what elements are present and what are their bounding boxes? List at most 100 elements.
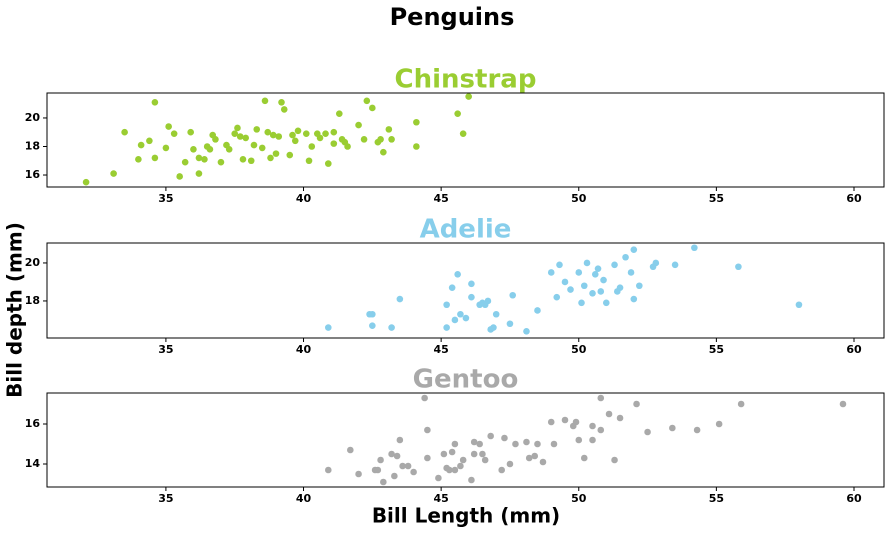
point xyxy=(652,259,660,267)
x-tick-label: 55 xyxy=(709,343,724,356)
point xyxy=(170,130,178,137)
point xyxy=(234,124,241,132)
point xyxy=(490,324,497,331)
point xyxy=(561,278,569,286)
point xyxy=(151,98,159,106)
point xyxy=(377,136,384,143)
point xyxy=(336,110,343,117)
point xyxy=(212,136,219,143)
point xyxy=(839,400,847,408)
point xyxy=(525,454,533,462)
point xyxy=(479,450,486,458)
point xyxy=(324,160,332,167)
point xyxy=(391,472,398,480)
point xyxy=(459,130,467,137)
point xyxy=(190,146,197,153)
point xyxy=(344,143,351,150)
point xyxy=(410,468,417,476)
point xyxy=(201,156,208,163)
point xyxy=(195,154,203,162)
point xyxy=(481,456,489,464)
point xyxy=(487,432,494,440)
point xyxy=(347,446,354,454)
point xyxy=(468,293,475,301)
x-tick-label: 45 xyxy=(433,492,448,505)
point xyxy=(385,126,393,133)
point xyxy=(146,137,153,145)
point xyxy=(468,280,475,288)
point xyxy=(616,284,624,291)
point xyxy=(267,154,274,162)
point xyxy=(239,156,247,163)
plot-frame xyxy=(46,242,885,339)
point xyxy=(231,130,239,137)
point xyxy=(258,144,266,152)
point xyxy=(644,428,651,436)
point xyxy=(388,450,395,458)
point xyxy=(181,158,189,166)
point xyxy=(413,143,420,150)
point xyxy=(135,156,142,163)
point xyxy=(465,93,472,100)
point xyxy=(275,133,283,140)
point xyxy=(589,436,596,444)
plot-frame xyxy=(46,392,885,488)
point xyxy=(388,324,395,331)
y-tick-label: 14 xyxy=(25,457,41,470)
point xyxy=(137,141,145,149)
point xyxy=(627,269,635,276)
point xyxy=(399,462,406,470)
point xyxy=(289,131,296,139)
point xyxy=(547,269,555,276)
point xyxy=(512,440,519,448)
point xyxy=(600,276,607,284)
point xyxy=(413,118,420,126)
point xyxy=(531,452,539,460)
x-tick-label: 35 xyxy=(158,343,173,356)
point xyxy=(363,97,371,105)
point xyxy=(451,440,459,448)
x-tick-label: 50 xyxy=(571,492,587,505)
point xyxy=(253,126,261,133)
point xyxy=(594,265,602,272)
point xyxy=(457,310,464,318)
point xyxy=(580,282,588,290)
point xyxy=(446,466,453,474)
point xyxy=(388,136,395,143)
point xyxy=(506,460,514,468)
point xyxy=(630,295,638,303)
point xyxy=(492,310,500,318)
point xyxy=(583,259,591,267)
point xyxy=(324,324,332,331)
x-tick-label: 55 xyxy=(709,492,724,505)
point xyxy=(506,320,514,328)
point xyxy=(539,458,547,466)
point xyxy=(630,246,638,253)
point xyxy=(523,328,530,335)
subplot-title: Chinstrap xyxy=(395,65,537,95)
point xyxy=(633,400,640,408)
point xyxy=(602,299,610,307)
point xyxy=(121,128,128,136)
x-tick-label: 60 xyxy=(846,343,862,356)
y-tick-label: 18 xyxy=(25,294,40,307)
point xyxy=(305,157,313,165)
y-tick-label: 20 xyxy=(25,256,41,269)
x-tick-label: 50 xyxy=(571,343,587,356)
point xyxy=(236,133,244,140)
x-tick-label: 60 xyxy=(846,492,862,505)
point xyxy=(534,307,541,314)
point xyxy=(575,269,583,276)
point xyxy=(380,478,387,486)
point xyxy=(316,134,324,142)
point xyxy=(509,291,517,299)
point xyxy=(217,158,225,166)
x-tick-label: 35 xyxy=(158,192,173,205)
point xyxy=(82,178,90,186)
point xyxy=(269,131,277,139)
point xyxy=(280,106,288,113)
point xyxy=(377,456,384,464)
point xyxy=(547,418,555,426)
point xyxy=(225,146,233,153)
point xyxy=(498,466,505,474)
